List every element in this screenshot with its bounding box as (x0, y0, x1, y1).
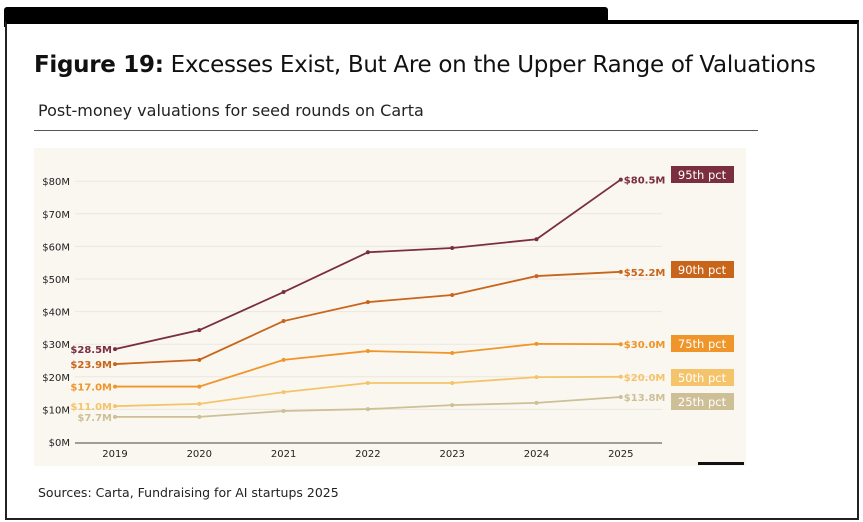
figure-title-text: Excesses Exist, But Are on the Upper Ran… (163, 52, 816, 78)
data-point (450, 292, 455, 297)
data-point (281, 319, 286, 324)
data-point (534, 237, 539, 242)
y-tick-label: $70M (42, 210, 70, 221)
data-point (534, 400, 539, 405)
data-point (365, 407, 370, 412)
y-tick-label: $0M (49, 438, 70, 449)
data-point (365, 300, 370, 305)
data-point (365, 349, 370, 354)
data-point (450, 351, 455, 356)
data-point (197, 401, 202, 406)
data-point (197, 414, 202, 419)
legend-label: 75th pct (678, 337, 727, 351)
data-point (113, 414, 117, 419)
legend-label: 95th pct (678, 168, 727, 182)
start-value-label: $23.9M (70, 360, 112, 371)
start-value-label: $7.7M (77, 413, 112, 424)
x-tick-label: 2021 (271, 449, 296, 460)
end-value-label: $30.0M (624, 340, 666, 351)
x-tick-label: 2020 (187, 449, 212, 460)
series-line-95th-pct (114, 178, 622, 350)
legend-label: 25th pct (678, 395, 727, 409)
y-tick-label: $10M (42, 405, 70, 416)
data-point (450, 403, 455, 408)
x-tick-label: 2024 (524, 449, 549, 460)
data-point (534, 375, 539, 380)
end-value-label: $13.8M (624, 393, 666, 404)
end-value-label: $80.5M (624, 176, 666, 187)
data-point (113, 362, 117, 367)
data-point (281, 290, 286, 295)
legend-badge (671, 261, 734, 278)
start-value-label: $28.5M (70, 345, 112, 356)
legend-label: 50th pct (678, 371, 727, 385)
data-point (113, 384, 117, 389)
x-tick-label: 2025 (608, 449, 633, 460)
decorative-mark (698, 462, 744, 465)
end-value-label: $20.0M (624, 373, 666, 384)
data-point (534, 341, 539, 346)
legend-badge (671, 369, 734, 386)
chart-background (34, 148, 746, 466)
y-tick-label: $20M (42, 373, 70, 384)
figure-title: Figure 19: Excesses Exist, But Are on th… (34, 52, 816, 78)
data-point (113, 404, 117, 409)
data-point (365, 250, 370, 255)
data-point (618, 374, 623, 379)
start-value-label: $17.0M (70, 383, 112, 394)
y-tick-label: $60M (42, 242, 70, 253)
data-point (197, 384, 202, 389)
divider (34, 130, 758, 131)
y-tick-label: $50M (42, 275, 70, 286)
data-point (618, 342, 623, 347)
data-point (197, 328, 202, 333)
y-tick-label: $30M (42, 340, 70, 351)
data-point (534, 274, 539, 279)
data-point (618, 177, 623, 182)
data-point (365, 380, 370, 385)
end-value-label: $52.2M (624, 268, 666, 279)
data-point (281, 409, 286, 414)
chart-subtitle: Post-money valuations for seed rounds on… (38, 101, 424, 120)
legend-badge (671, 166, 734, 183)
x-tick-label: 2023 (439, 449, 464, 460)
series-line-25th-pct (115, 396, 621, 418)
x-tick-label: 2019 (102, 449, 127, 460)
legend-badge (671, 393, 734, 410)
figure-number: Figure 19: (34, 52, 164, 78)
legend-badge (671, 335, 734, 352)
data-point (450, 380, 455, 385)
data-point (450, 246, 455, 251)
data-point (113, 347, 117, 352)
data-point (281, 390, 286, 395)
x-tick-label: 2022 (355, 449, 380, 460)
data-point (618, 395, 623, 400)
start-value-label: $11.0M (70, 402, 112, 413)
y-tick-label: $80M (42, 177, 70, 188)
legend-label: 90th pct (678, 263, 727, 277)
data-point (197, 357, 202, 362)
data-point (618, 269, 623, 274)
data-point (281, 357, 286, 362)
source-note: Sources: Carta, Fundraising for AI start… (38, 485, 339, 500)
y-tick-label: $40M (42, 308, 70, 319)
